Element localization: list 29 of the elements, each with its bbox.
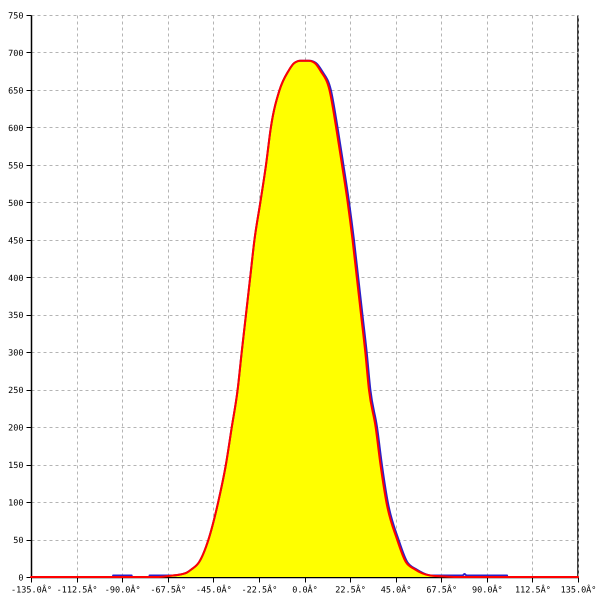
y-tick-label: 150 [8, 461, 24, 472]
x-tick-label: 112.5Â° [515, 584, 551, 596]
y-tick-label: 50 [13, 536, 24, 546]
x-tick-label: -22.5Â° [242, 584, 278, 596]
y-tick-label: 550 [8, 161, 24, 172]
y-tick-label: 450 [8, 236, 24, 246]
x-tick-label: -90.0Â° [104, 584, 141, 596]
x-tick-label: -112.5Â° [56, 584, 98, 596]
y-tick-label: 650 [8, 86, 24, 96]
x-tick-label: 45.0Â° [380, 584, 412, 596]
y-tick-label: 100 [8, 498, 24, 509]
y-tick-label: 250 [8, 386, 24, 396]
x-tick-label: 22.5Â° [335, 584, 366, 596]
x-tick-label: 67.5Â° [426, 584, 458, 596]
x-tick-label: -67.5Â° [150, 584, 186, 596]
x-tick-label: 0.0Â° [292, 584, 318, 596]
y-tick-label: 400 [8, 274, 24, 284]
y-tick-label: 300 [8, 348, 24, 359]
y-tick-label: 350 [8, 311, 24, 322]
y-tick-label: 200 [8, 424, 24, 434]
y-tick-label: 750 [8, 12, 24, 22]
y-tick-label: 700 [8, 48, 24, 59]
y-tick-label: 500 [8, 198, 24, 209]
y-tick-label: 0 [18, 574, 24, 584]
y-tick-label: 600 [8, 124, 24, 134]
x-tick-label: -45.0Â° [196, 584, 232, 596]
x-tick-label: 135.0Â° [560, 584, 596, 596]
x-tick-label: -135.0Â° [11, 584, 52, 596]
x-tick-label: 90.0Â° [472, 584, 503, 596]
